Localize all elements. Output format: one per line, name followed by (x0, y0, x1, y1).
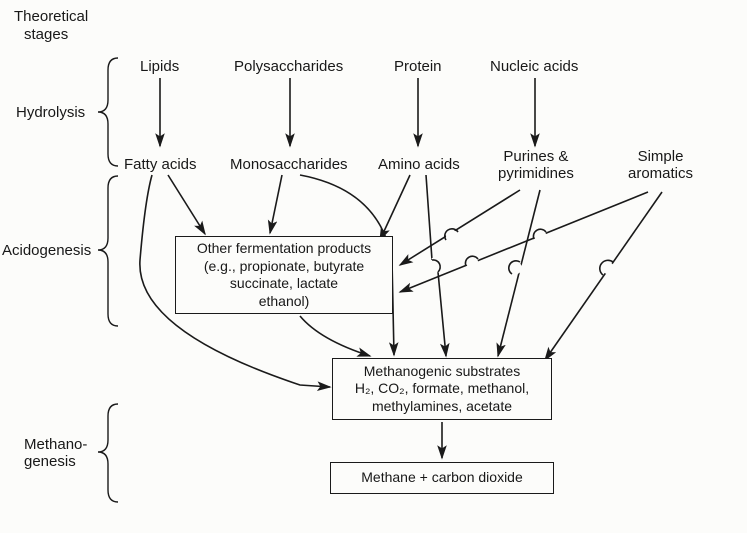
node-monosaccharides: Monosaccharides (230, 156, 348, 173)
stage-acidogenesis: Acidogenesis (2, 242, 91, 259)
node-nucleic-acids: Nucleic acids (490, 58, 578, 75)
node-fatty-acids: Fatty acids (124, 156, 197, 173)
stage-methanogenesis: Methano- genesis (24, 436, 87, 471)
stage-hydrolysis: Hydrolysis (16, 104, 85, 121)
box-methanogenic: Methanogenic substrates H₂, CO₂, formate… (332, 358, 552, 420)
node-polysaccharides: Polysaccharides (234, 58, 343, 75)
brace-acidogenesis (98, 176, 118, 326)
node-purines: Purines & pyrimidines (498, 148, 574, 183)
box-final: Methane + carbon dioxide (330, 462, 554, 494)
brace-methanogenesis (98, 404, 118, 502)
node-lipids: Lipids (140, 58, 179, 75)
node-simple-aromatics: Simple aromatics (628, 148, 693, 183)
header-line2: stages (24, 26, 68, 43)
box-fermentation: Other fermentation products (e.g., propi… (175, 236, 393, 314)
node-amino-acids: Amino acids (378, 156, 460, 173)
header-line1: Theoretical (14, 8, 88, 25)
node-protein: Protein (394, 58, 442, 75)
brace-hydrolysis (98, 58, 118, 166)
